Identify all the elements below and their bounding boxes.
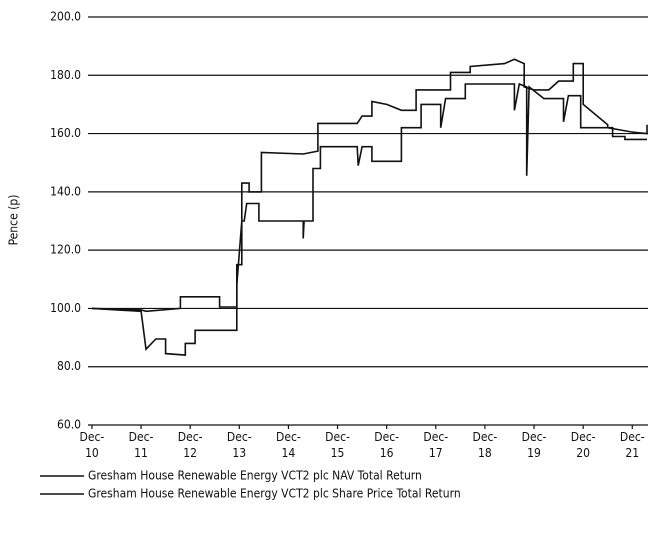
x-tick-label-part: Dec- — [325, 430, 350, 444]
y-tick-label: 120.0 — [50, 243, 81, 257]
x-tick-label: Dec- 13 — [227, 430, 252, 460]
x-tick-label-part: 12 — [183, 446, 197, 460]
x-tick-label-part: 20 — [576, 446, 590, 460]
x-tick-label-part: 21 — [625, 446, 639, 460]
x-tick-label-part: Dec- — [80, 430, 105, 444]
legend-label: Gresham House Renewable Energy VCT2 plc … — [88, 487, 461, 501]
x-tick-label: Dec- 20 — [571, 430, 596, 460]
x-tick-label-part: Dec- — [374, 430, 399, 444]
x-tick-label-part: Dec- — [423, 430, 448, 444]
x-tick-label-part: 17 — [429, 446, 443, 460]
x-tick-label: Dec- 16 — [374, 430, 399, 460]
x-tick-label: Dec- 15 — [325, 430, 350, 460]
x-tick-label-part: 13 — [232, 446, 246, 460]
x-tick-label: Dec- 12 — [178, 430, 203, 460]
x-tick-label-part: Dec- — [227, 430, 252, 444]
y-tick-label: 180.0 — [50, 68, 81, 82]
x-tick-label-part: 19 — [527, 446, 541, 460]
y-tick-label: 60.0 — [57, 418, 81, 432]
x-tick-label: Dec- 10 — [80, 430, 105, 460]
x-tick-label-part: 14 — [282, 446, 296, 460]
x-tick-label-part: Dec- — [522, 430, 547, 444]
x-tick-label-part: Dec- — [620, 430, 645, 444]
x-tick-label-part: 16 — [380, 446, 394, 460]
legend-label: Gresham House Renewable Energy VCT2 plc … — [88, 469, 422, 483]
y-tick-label: 160.0 — [50, 126, 81, 140]
x-tick-label: Dec- 19 — [522, 430, 547, 460]
y-tick-label: 100.0 — [50, 301, 81, 315]
x-tick-label-part: Dec- — [473, 430, 498, 444]
x-tick-label-part: Dec- — [571, 430, 596, 444]
y-tick-label: 140.0 — [50, 184, 81, 198]
series-line — [91, 82, 647, 356]
x-tick-label-part: Dec- — [129, 430, 154, 444]
y-tick-label: 80.0 — [57, 359, 81, 373]
x-tick-label-part: Dec- — [178, 430, 203, 444]
series-line — [91, 58, 648, 313]
x-tick-label: Dec- 21 — [620, 430, 645, 460]
x-tick-label-part: 11 — [134, 446, 148, 460]
x-tick-label-part: 10 — [85, 446, 99, 460]
y-axis-label: Pence (p) — [7, 195, 21, 246]
x-tick-label-part: Dec- — [276, 430, 301, 444]
x-tick-label: Dec- 18 — [473, 430, 498, 460]
y-tick-label: 200.0 — [50, 10, 81, 24]
x-tick-label: Dec- 11 — [129, 430, 154, 460]
x-tick-label-part: 15 — [331, 446, 345, 460]
x-tick-label: Dec- 17 — [423, 430, 448, 460]
x-tick-label-part: 18 — [478, 446, 492, 460]
x-tick-label: Dec- 14 — [276, 430, 301, 460]
